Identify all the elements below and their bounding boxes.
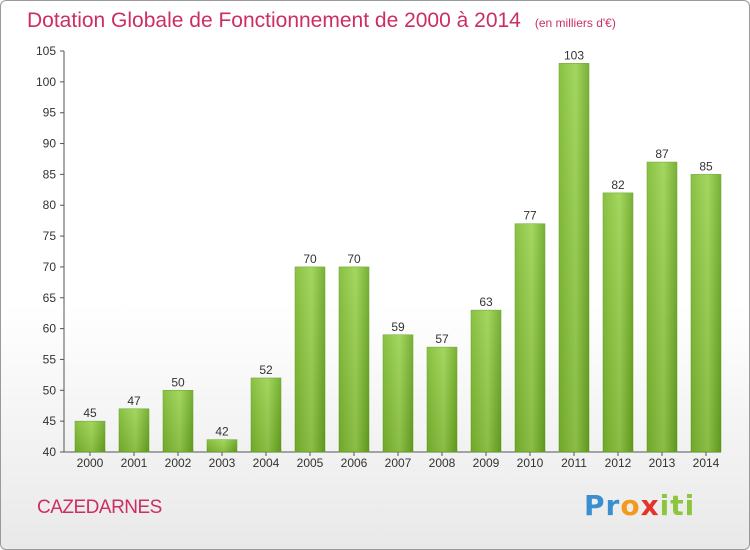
bar-value-label: 85 xyxy=(699,159,713,173)
y-tick-label: 85 xyxy=(43,167,57,181)
bar-shade xyxy=(427,347,457,452)
logo-letter: t xyxy=(670,489,685,522)
bars-group xyxy=(74,63,722,453)
logo-letter: P xyxy=(584,489,606,522)
bar-shade xyxy=(471,310,501,452)
bar-value-label: 45 xyxy=(83,406,97,420)
y-tick-label: 50 xyxy=(43,383,57,397)
x-tick-label: 2002 xyxy=(165,456,192,470)
bar-value-label: 47 xyxy=(127,394,141,408)
y-tick-label: 65 xyxy=(43,291,57,305)
x-tick-label: 2013 xyxy=(649,456,676,470)
bar-value-label: 63 xyxy=(479,295,493,309)
commune-name: CAZEDARNES xyxy=(37,497,162,518)
x-tick-label: 2003 xyxy=(209,456,236,470)
bar-value-label: 50 xyxy=(171,375,185,389)
x-tick-label: 2005 xyxy=(297,456,324,470)
bar-shade xyxy=(691,174,721,452)
y-tick-label: 90 xyxy=(43,137,57,151)
bar-value-label: 103 xyxy=(564,48,584,62)
logo-letter: r xyxy=(605,489,621,522)
x-tick-label: 2006 xyxy=(341,456,368,470)
x-tick-label: 2000 xyxy=(77,456,104,470)
y-tick-label: 105 xyxy=(36,44,56,58)
proxiti-logo: Proxiti xyxy=(584,489,695,522)
value-labels: 45 47 50 42 52 70 70 59 57 63 77 103 82 87 85 xyxy=(83,48,713,438)
bar-value-label: 70 xyxy=(303,252,317,266)
bar-shade xyxy=(647,162,677,453)
chart-title: Dotation Globale de Fonctionnement de 20… xyxy=(27,9,616,33)
unit-label: (en milliers d'€) xyxy=(534,16,616,30)
bar-value-label: 57 xyxy=(435,332,449,346)
bar-value-label: 42 xyxy=(215,425,229,439)
y-tick-label: 75 xyxy=(43,229,57,243)
bar-shade xyxy=(119,408,149,452)
x-tick-label: 2010 xyxy=(517,456,544,470)
y-tick-label: 100 xyxy=(36,75,56,89)
y-tick-label: 95 xyxy=(43,106,57,120)
x-tick-label: 2014 xyxy=(693,456,720,470)
x-tick-label: 2011 xyxy=(561,456,587,470)
bar-value-label: 70 xyxy=(347,252,361,266)
x-tick-label: 2001 xyxy=(121,456,148,470)
y-tick-label: 60 xyxy=(43,322,57,336)
y-tick-label: 55 xyxy=(43,352,57,366)
x-tick-label: 2004 xyxy=(253,456,280,470)
logo-letter: i xyxy=(684,489,696,522)
bar-shade xyxy=(515,223,545,452)
bar-value-label: 87 xyxy=(655,147,669,161)
logo-letter: x xyxy=(640,489,660,522)
logo-letter: i xyxy=(659,489,671,522)
bar-shade xyxy=(295,266,325,452)
bar-shade xyxy=(251,377,281,452)
bar-shade xyxy=(339,266,369,452)
y-tick-label: 70 xyxy=(43,260,57,274)
logo-letter: o xyxy=(620,489,641,522)
bar-shade xyxy=(75,421,105,452)
bar-shade xyxy=(603,192,633,452)
bar-value-label: 77 xyxy=(523,209,537,223)
bar-value-label: 59 xyxy=(391,320,405,334)
title-text: Dotation Globale de Fonctionnement de 20… xyxy=(27,9,521,32)
bar-shade xyxy=(383,334,413,452)
x-tick-label: 2012 xyxy=(605,456,632,470)
x-tick-label: 2009 xyxy=(473,456,500,470)
bar-shade xyxy=(559,63,589,452)
bar-shade xyxy=(207,439,237,452)
bar-value-label: 82 xyxy=(611,178,625,192)
x-tick-label: 2007 xyxy=(385,456,412,470)
y-tick-label: 40 xyxy=(43,445,57,459)
x-tick-label: 2008 xyxy=(429,456,456,470)
y-tick-label: 45 xyxy=(43,414,57,428)
y-tick-label: 80 xyxy=(43,198,57,212)
bar-shade xyxy=(163,390,193,452)
bar-value-label: 52 xyxy=(259,363,273,377)
